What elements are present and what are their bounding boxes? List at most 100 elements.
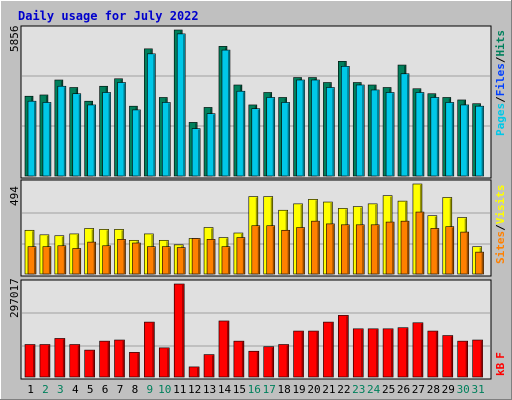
sites-bar-day-3: [57, 245, 67, 275]
kbytes-bar-day-22: [338, 315, 349, 378]
sites-bar-day-17: [266, 225, 276, 275]
x-label-day-27: 27: [412, 383, 425, 396]
kbytes-bar-day-31: [472, 339, 483, 378]
sites-bar-day-30: [460, 231, 469, 275]
sites-bar-day-18: [281, 229, 290, 275]
kbytes-bar-day-4: [69, 344, 81, 378]
pages-bar-day-30: [460, 104, 469, 177]
sites-bar-day-14: [221, 246, 231, 275]
sites-bar-day-9: [147, 246, 156, 275]
sites-bar-day-8: [132, 242, 141, 275]
chart-title: Daily usage for July 2022: [18, 9, 199, 23]
x-label-day-26: 26: [397, 383, 410, 396]
sites-bar-day-24: [370, 224, 380, 275]
pages-bar-day-18: [281, 102, 290, 177]
chart-bars: [22, 29, 490, 378]
x-label-day-16: 16: [248, 383, 261, 396]
pages-bar-day-4: [72, 93, 82, 177]
legend-sites: Sites: [494, 231, 507, 264]
kbytes-bar-day-17: [263, 346, 275, 378]
kbytes-bar-day-24: [367, 328, 379, 378]
x-label-day-13: 13: [203, 383, 216, 396]
kbytes-bar-day-1: [24, 344, 36, 378]
legend-files: Files: [494, 63, 507, 96]
panel-sites-ymax: 494: [8, 186, 21, 206]
pages-bar-day-5: [87, 104, 96, 177]
pages-bar-day-13: [206, 113, 216, 177]
pages-bar-day-25: [385, 92, 395, 177]
kbytes-bar-day-19: [293, 330, 304, 378]
kbytes-bar-day-7: [114, 339, 125, 378]
sites-bar-day-27: [415, 211, 425, 275]
legend-sep-1: /: [494, 96, 507, 103]
sites-bar-day-19: [296, 227, 305, 275]
kbytes-bar-day-6: [99, 340, 110, 378]
sites-bar-day-1: [27, 246, 37, 275]
x-label-day-23: 23: [352, 383, 365, 396]
pages-bar-day-10: [161, 102, 171, 177]
kbytes-bar-day-29: [442, 335, 454, 378]
pages-bar-day-15: [236, 90, 246, 177]
x-label-day-18: 18: [278, 383, 291, 396]
kbytes-bar-day-11: [173, 283, 185, 378]
sites-bar-day-22: [341, 224, 350, 275]
panel-kbytes-ymax: 297017: [8, 278, 21, 318]
panel-hits-ymax: 5856: [8, 26, 21, 53]
kbytes-bar-day-13: [203, 354, 215, 378]
sites-bar-day-25: [385, 221, 395, 275]
x-label-day-22: 22: [337, 383, 350, 396]
pages-bar-day-9: [147, 53, 156, 177]
kbytes-bar-day-18: [278, 344, 289, 378]
pages-bar-day-11: [176, 33, 186, 177]
legend-kb-f: F: [494, 352, 507, 359]
x-label-day-4: 4: [72, 383, 79, 396]
sites-bar-day-31: [475, 251, 484, 275]
sites-bar-day-21: [326, 223, 335, 275]
legend-hits: Hits: [494, 30, 507, 57]
x-label-day-28: 28: [427, 383, 440, 396]
pages-bar-day-23: [355, 84, 365, 177]
kbytes-bar-day-28: [427, 330, 439, 378]
kbytes-bar-day-12: [188, 366, 200, 378]
legend-kbytes-panel: kB F: [494, 352, 507, 376]
sites-bar-day-26: [400, 220, 410, 275]
legend-hits-panel: Pages/Files/Hits: [494, 30, 507, 136]
legend-sep-3: /: [494, 224, 507, 231]
pages-bar-day-21: [326, 87, 335, 177]
x-label-day-20: 20: [307, 383, 320, 396]
kbytes-bar-day-16: [248, 350, 260, 378]
kbytes-bar-day-27: [412, 322, 424, 378]
pages-bar-day-8: [132, 109, 141, 177]
kbytes-bar-day-30: [457, 340, 468, 378]
sites-bar-day-23: [355, 224, 365, 275]
pages-bar-day-6: [102, 92, 111, 177]
pages-bar-day-2: [42, 102, 52, 177]
pages-bar-day-29: [445, 102, 455, 177]
pages-bar-day-22: [341, 66, 350, 177]
pages-bar-day-28: [430, 97, 440, 177]
x-label-day-30: 30: [457, 383, 470, 396]
pages-bar-day-24: [370, 89, 380, 177]
sites-bar-day-11: [176, 247, 186, 275]
legend-pages: Pages: [494, 103, 507, 136]
sites-bar-day-5: [87, 241, 96, 275]
kbytes-bar-day-9: [144, 321, 155, 378]
kbytes-bar-day-23: [352, 328, 364, 378]
pages-bar-day-26: [400, 73, 410, 177]
pages-bar-day-1: [27, 100, 37, 177]
pages-bar-day-12: [191, 128, 201, 177]
sites-bar-day-6: [102, 245, 111, 275]
kbytes-bar-day-25: [382, 328, 394, 378]
legend-kb: kB: [494, 362, 507, 376]
sites-bar-day-4: [72, 248, 82, 275]
pages-bar-day-31: [475, 105, 484, 177]
kbytes-bar-day-8: [129, 352, 140, 378]
x-label-day-17: 17: [263, 383, 276, 396]
kbytes-bar-day-2: [39, 344, 51, 378]
x-label-day-19: 19: [292, 383, 305, 396]
kbytes-bar-day-5: [84, 349, 95, 378]
kbytes-bar-day-20: [308, 330, 319, 378]
x-label-day-9: 9: [147, 383, 154, 396]
legend-sep-2: /: [494, 56, 507, 63]
